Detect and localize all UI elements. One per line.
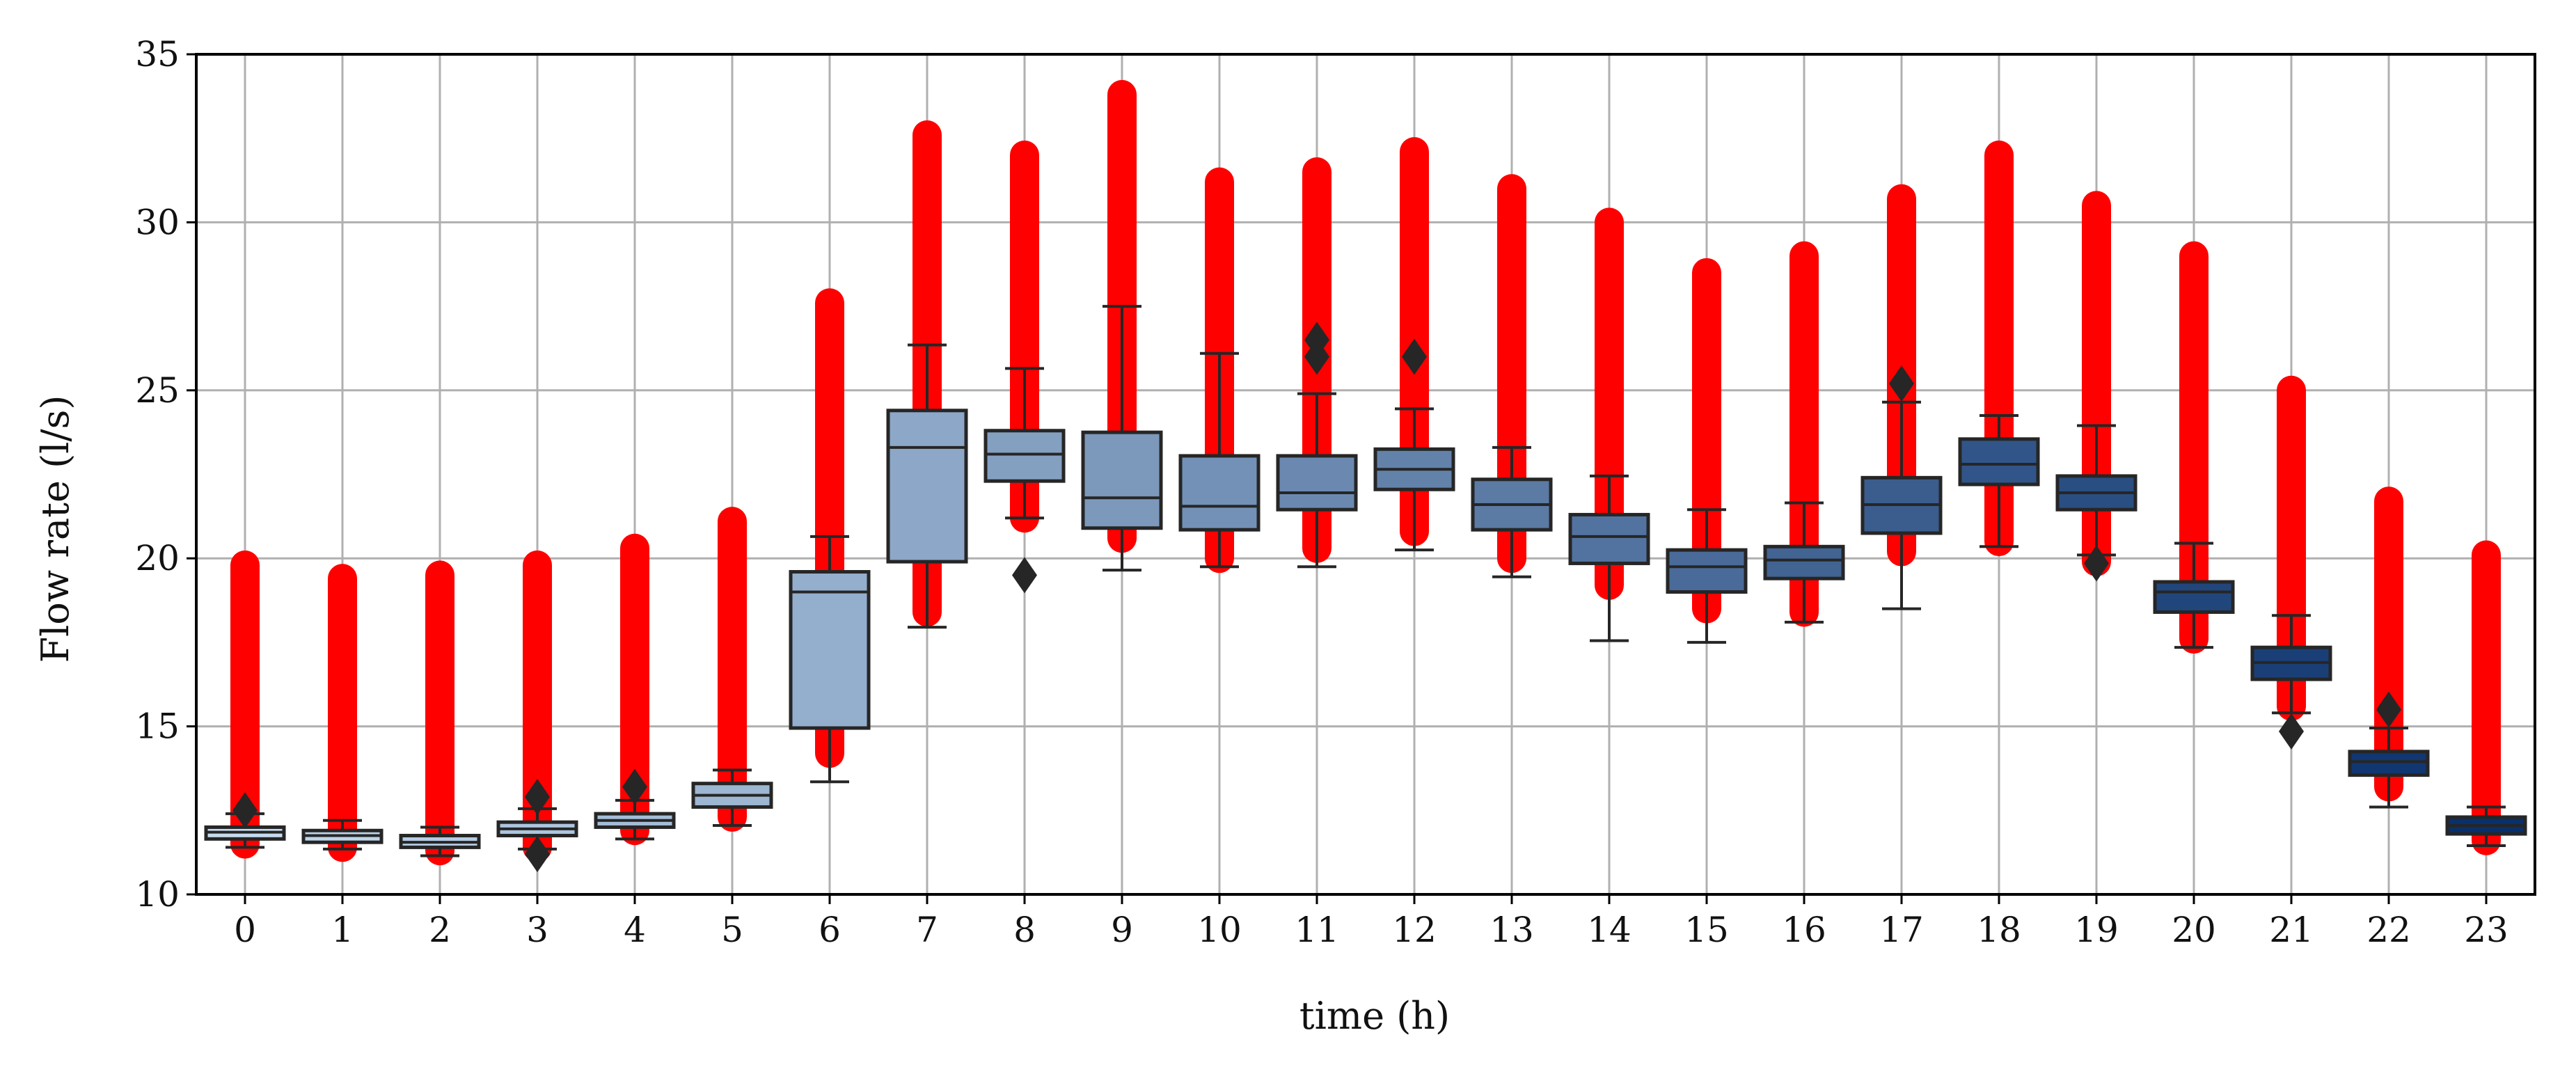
x-tick-label: 18 bbox=[1977, 910, 2021, 950]
x-tick-label: 9 bbox=[1111, 910, 1133, 950]
y-tick-label: 15 bbox=[135, 706, 180, 747]
x-tick-label: 20 bbox=[2172, 910, 2216, 950]
box-2 bbox=[399, 825, 481, 857]
x-tick-label: 10 bbox=[1197, 910, 1242, 950]
x-tick-label: 8 bbox=[1013, 910, 1036, 950]
x-tick-label: 5 bbox=[721, 910, 743, 950]
outlier-marker bbox=[232, 792, 258, 829]
box-7 bbox=[886, 343, 968, 629]
box-11 bbox=[1276, 322, 1358, 569]
x-tick-label: 1 bbox=[331, 910, 354, 950]
box-15 bbox=[1666, 508, 1748, 644]
x-tick-label: 15 bbox=[1684, 910, 1729, 950]
y-tick-label: 35 bbox=[135, 34, 180, 74]
box-3 bbox=[496, 778, 578, 873]
box-22 bbox=[2348, 691, 2430, 809]
x-tick-label: 19 bbox=[2074, 910, 2119, 950]
x-tick-label: 0 bbox=[234, 910, 256, 950]
iqr-box bbox=[2153, 580, 2235, 614]
box-23 bbox=[2445, 805, 2527, 847]
x-tick-label: 23 bbox=[2464, 910, 2508, 950]
box-14 bbox=[1568, 474, 1650, 642]
box-6 bbox=[789, 535, 871, 784]
x-tick-label: 12 bbox=[1392, 910, 1437, 950]
iqr-box bbox=[1568, 512, 1650, 565]
box-21 bbox=[2250, 614, 2332, 750]
x-tick-label: 3 bbox=[526, 910, 548, 950]
box-18 bbox=[1958, 414, 2040, 548]
axis-layer: 0 1 2 3 4 5 6 7 8 9 10 11 12 13 14 15 16 17 18 19 20 21 22 2310… bbox=[135, 34, 2508, 950]
x-tick-label: 14 bbox=[1587, 910, 1631, 950]
box-10 bbox=[1178, 351, 1261, 569]
box-19 bbox=[2055, 424, 2138, 582]
iqr-box bbox=[886, 409, 968, 564]
box-4 bbox=[594, 768, 676, 841]
x-tick-label: 22 bbox=[2366, 910, 2411, 950]
outlier-marker bbox=[1012, 557, 1037, 594]
iqr-box bbox=[1763, 544, 1845, 580]
outlier-marker bbox=[1889, 365, 1914, 402]
outlier-marker bbox=[622, 768, 647, 805]
box-12 bbox=[1373, 338, 1455, 552]
box-9 bbox=[1081, 305, 1163, 572]
outlier-marker bbox=[1402, 338, 1427, 375]
outlier-marker bbox=[2376, 691, 2401, 728]
x-tick-label: 17 bbox=[1879, 910, 1924, 950]
box-1 bbox=[301, 819, 384, 851]
y-tick-label: 25 bbox=[135, 370, 180, 411]
x-tick-label: 2 bbox=[429, 910, 451, 950]
box-8 bbox=[983, 367, 1066, 594]
outlier-marker bbox=[2279, 713, 2304, 750]
x-tick-label: 7 bbox=[916, 910, 938, 950]
x-tick-label: 4 bbox=[624, 910, 646, 950]
y-tick-label: 30 bbox=[135, 202, 180, 242]
y-axis-label: Flow rate (l/s) bbox=[33, 395, 77, 663]
box-5 bbox=[691, 768, 773, 828]
iqr-box bbox=[2348, 750, 2430, 777]
x-axis-label: time (h) bbox=[1299, 994, 1450, 1038]
box-20 bbox=[2153, 542, 2235, 649]
y-tick-label: 10 bbox=[135, 874, 180, 915]
box-13 bbox=[1471, 445, 1553, 578]
x-tick-label: 11 bbox=[1295, 910, 1339, 950]
iqr-box bbox=[1276, 454, 1358, 512]
iqr-box bbox=[1958, 437, 2040, 487]
outlier-marker bbox=[525, 836, 550, 873]
x-tick-label: 13 bbox=[1490, 910, 1534, 950]
outlier-marker bbox=[2084, 545, 2109, 582]
y-tick-label: 20 bbox=[135, 538, 180, 578]
plot-frame bbox=[195, 53, 2536, 896]
x-tick-label: 6 bbox=[819, 910, 841, 950]
box-layer bbox=[204, 305, 2527, 873]
box-16 bbox=[1763, 501, 1845, 624]
outlier-marker bbox=[1304, 322, 1329, 358]
outlier-marker bbox=[525, 778, 550, 815]
box-17 bbox=[1860, 365, 1943, 610]
iqr-box bbox=[1178, 454, 1261, 532]
x-tick-label: 16 bbox=[1782, 910, 1826, 950]
iqr-box bbox=[1081, 430, 1163, 530]
x-tick-label: 21 bbox=[2269, 910, 2314, 950]
iqr-box bbox=[789, 570, 871, 730]
iqr-box bbox=[983, 429, 1066, 483]
box-0 bbox=[204, 792, 286, 849]
iqr-box bbox=[1666, 548, 1748, 594]
